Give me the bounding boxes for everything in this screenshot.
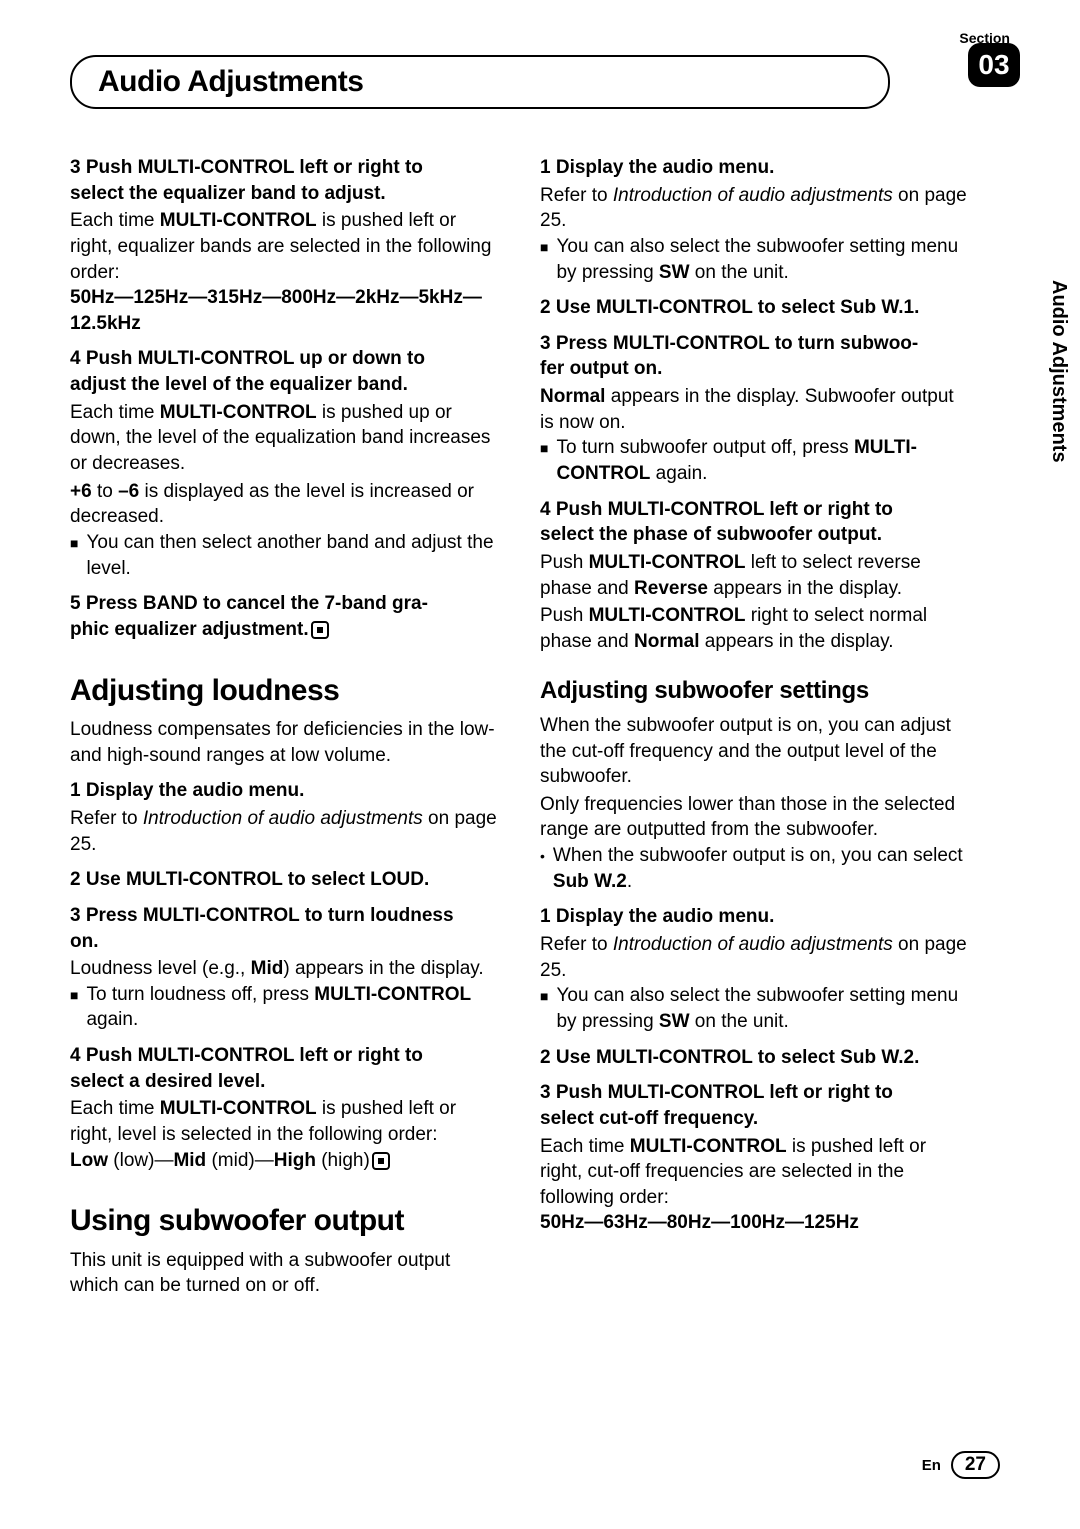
title-pill: Audio Adjustments (70, 55, 890, 109)
bullet-icon: ■ (70, 982, 78, 1033)
page-footer: En 27 (922, 1451, 1000, 1479)
subset-step1: 1 Display the audio menu. (540, 904, 970, 930)
eq-step4-line2: adjust the level of the equalizer band. (70, 372, 500, 398)
heading-subwoofer-settings: Adjusting subwoofer settings (540, 675, 970, 707)
eq-step4-line1: 4 Push MULTI-CONTROL up or down to (70, 346, 500, 372)
sub-step3-line1: 3 Press MULTI-CONTROL to turn subwoo- (540, 331, 970, 357)
loud-step1-ref: Refer to Introduction of audio adjustmen… (70, 806, 500, 857)
bullet-icon: ■ (70, 530, 78, 581)
subset-bullet: •When the subwoofer output is on, you ca… (540, 843, 970, 894)
subset-step1-ref: Refer to Introduction of audio adjustmen… (540, 932, 970, 983)
subset-step2: 2 Use MULTI-CONTROL to select Sub W.2. (540, 1045, 970, 1071)
right-column: 1 Display the audio menu. Refer to Intro… (540, 155, 970, 1299)
sub-step3-desc: Normal appears in the display. Subwoofer… (540, 384, 970, 435)
loud-step4-desc: Each time MULTI-CONTROL is pushed left o… (70, 1096, 500, 1147)
sub-step3-line2: fer output on. (540, 356, 970, 382)
eq-step5-line1: 5 Press BAND to cancel the 7-band gra- (70, 591, 500, 617)
sub-step3-bullet: ■To turn subwoofer output off, press MUL… (540, 435, 970, 486)
sub-step1-ref: Refer to Introduction of audio adjustmen… (540, 183, 970, 234)
eq-step5-line2: phic equalizer adjustment. (70, 617, 500, 643)
bullet-icon: ■ (540, 435, 548, 486)
end-icon (372, 1152, 390, 1170)
footer-lang: En (922, 1457, 941, 1474)
sub-step2: 2 Use MULTI-CONTROL to select Sub W.1. (540, 295, 970, 321)
sub-step4-desc1: Push MULTI-CONTROL left to select revers… (540, 550, 970, 601)
heading-loudness: Adjusting loudness (70, 671, 500, 712)
loud-step4-line2: select a desired level. (70, 1069, 500, 1095)
section-number: 03 (968, 43, 1020, 87)
subwoofer-intro: This unit is equipped with a subwoofer o… (70, 1248, 500, 1299)
sub-step1: 1 Display the audio menu. (540, 155, 970, 181)
sub-step4-desc2: Push MULTI-CONTROL right to select norma… (540, 603, 970, 654)
eq-step4-bullet: ■You can then select another band and ad… (70, 530, 500, 581)
page-header: Section Audio Adjustments 03 (70, 55, 1010, 115)
eq-step3-desc: Each time MULTI-CONTROL is pushed left o… (70, 208, 500, 285)
bullet-icon: ■ (540, 983, 548, 1034)
subset-step3-desc: Each time MULTI-CONTROL is pushed left o… (540, 1134, 970, 1211)
subset-intro1: When the subwoofer output is on, you can… (540, 713, 970, 790)
heading-subwoofer: Using subwoofer output (70, 1201, 500, 1242)
eq-step4-desc2: +6 to –6 is displayed as the level is in… (70, 479, 500, 530)
footer-page: 27 (951, 1451, 1000, 1479)
loud-step3-line2: on. (70, 929, 500, 955)
loud-step3-line1: 3 Press MULTI-CONTROL to turn loudness (70, 903, 500, 929)
bullet-icon: • (540, 843, 545, 894)
eq-step3-line1: 3 Push MULTI-CONTROL left or right to (70, 155, 500, 181)
subset-intro2: Only frequencies lower than those in the… (540, 792, 970, 843)
subset-step3-line1: 3 Push MULTI-CONTROL left or right to (540, 1080, 970, 1106)
sub-step1-bullet: ■You can also select the subwoofer setti… (540, 234, 970, 285)
eq-step4-desc1: Each time MULTI-CONTROL is pushed up or … (70, 400, 500, 477)
left-column: 3 Push MULTI-CONTROL left or right to se… (70, 155, 500, 1299)
loudness-intro: Loudness compensates for deficiencies in… (70, 717, 500, 768)
bullet-icon: ■ (540, 234, 548, 285)
cutoff-sequence: 50Hz—63Hz—80Hz—100Hz—125Hz (540, 1210, 970, 1236)
eq-step3-line2: select the equalizer band to adjust. (70, 181, 500, 207)
subset-step3-line2: select cut-off frequency. (540, 1106, 970, 1132)
loud-step3-bullet: ■To turn loudness off, press MULTI-CONTR… (70, 982, 500, 1033)
page-title: Audio Adjustments (98, 65, 363, 98)
end-icon (311, 621, 329, 639)
loud-step2: 2 Use MULTI-CONTROL to select LOUD. (70, 867, 500, 893)
side-tab: Audio Adjustments (1047, 280, 1070, 463)
loud-sequence: Low (low)—Mid (mid)—High (high) (70, 1148, 500, 1174)
sub-step4-line1: 4 Push MULTI-CONTROL left or right to (540, 497, 970, 523)
loud-step3-desc: Loudness level (e.g., Mid) appears in th… (70, 956, 500, 982)
subset-step1-bullet: ■You can also select the subwoofer setti… (540, 983, 970, 1034)
eq-sequence: 50Hz—125Hz—315Hz—800Hz—2kHz—5kHz—12.5kHz (70, 285, 500, 336)
sub-step4-line2: select the phase of subwoofer output. (540, 522, 970, 548)
loud-step4-line1: 4 Push MULTI-CONTROL left or right to (70, 1043, 500, 1069)
loud-step1: 1 Display the audio menu. (70, 778, 500, 804)
content-columns: 3 Push MULTI-CONTROL left or right to se… (70, 155, 1010, 1299)
